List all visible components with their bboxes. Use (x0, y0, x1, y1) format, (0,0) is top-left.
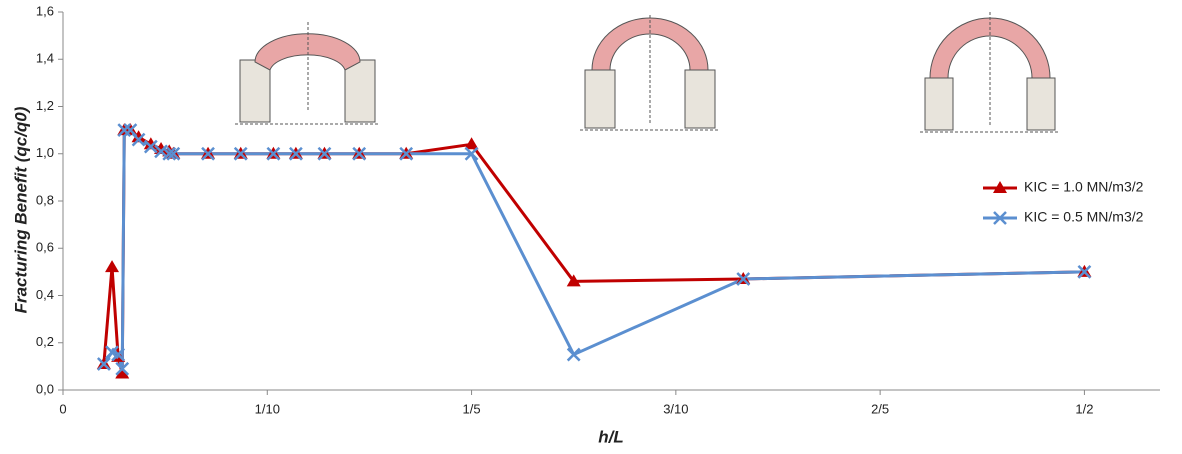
y-tick-label: 1,6 (36, 3, 54, 18)
data-point (568, 349, 580, 361)
series-line (104, 130, 1085, 369)
y-tick-label: 0,4 (36, 287, 54, 302)
y-tick-label: 1,0 (36, 145, 54, 160)
arch-illustration (580, 15, 720, 130)
y-tick-label: 0,2 (36, 334, 54, 349)
y-tick-label: 0,8 (36, 192, 54, 207)
y-tick-label: 0,0 (36, 381, 54, 396)
x-tick-label: 1/10 (255, 401, 280, 416)
chart: Fracturing Benefit (qc/q0) h/L 0,0 0,2 0,4… (0, 0, 1182, 454)
x-tick-label: 1/5 (463, 401, 481, 416)
y-tick-label: 0,6 (36, 240, 54, 255)
x-tick-label: 1/2 (1075, 401, 1093, 416)
x-tick-label: 3/10 (663, 401, 688, 416)
data-point (105, 260, 119, 272)
y-tick-label: 1,2 (36, 98, 54, 113)
arch-illustration (235, 22, 378, 124)
y-axis-label: Fracturing Benefit (qc/q0) (11, 106, 30, 313)
legend-label: KIC = 1.0 MN/m3/2 (1024, 179, 1144, 195)
y-tick-label: 1,4 (36, 51, 54, 66)
legend-label: KIC = 0.5 MN/m3/2 (1024, 209, 1144, 225)
series-line (104, 130, 1085, 373)
x-axis-label: h/L (598, 427, 624, 446)
x-tick-label: 0 (59, 401, 66, 416)
arch-illustrations (235, 12, 1060, 132)
x-tick-label: 2/5 (871, 401, 889, 416)
arch-illustration (920, 12, 1060, 132)
